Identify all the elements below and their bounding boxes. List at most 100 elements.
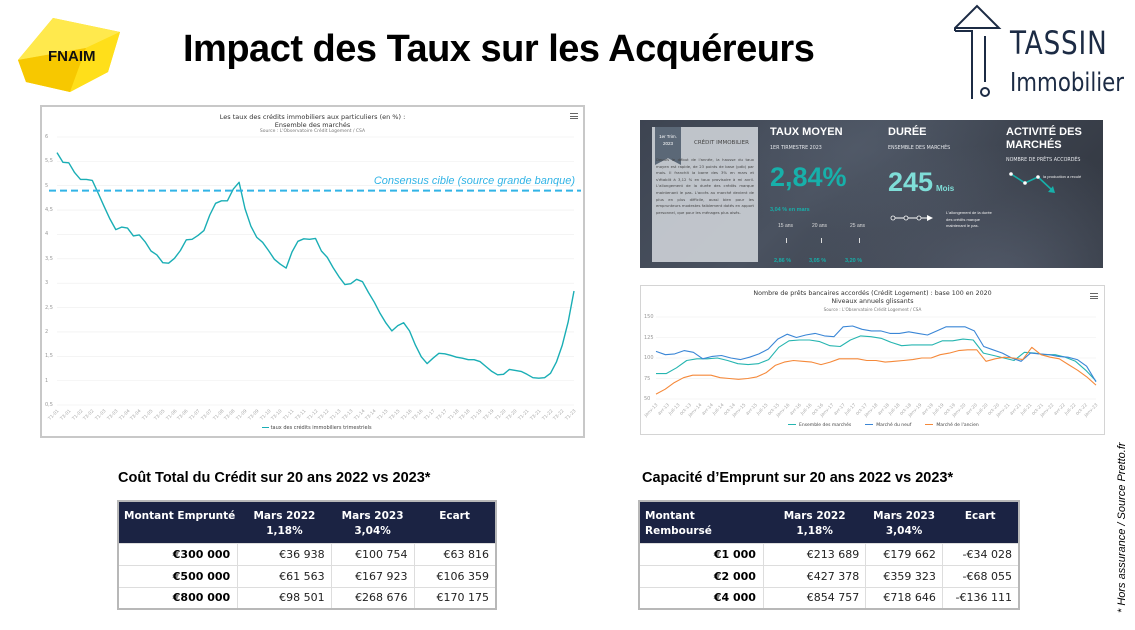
chart-menu-icon[interactable] [570,113,578,119]
table-row: €300 000 €36 938 €100 754 €63 816 [117,542,497,566]
page-title: Impact des Taux sur les Acquéreurs [183,28,815,70]
fnaim-logo: FNAIM [8,10,128,95]
capacity-table: Montant Remboursé Mars 2022 1,18% Mars 20… [638,500,1020,610]
term-divider [821,238,822,243]
tassin-logo: TASSIN Immobilier [950,2,1125,102]
chart-menu-icon[interactable] [1090,293,1098,299]
term-25-label: 25 ans [850,223,866,229]
legend-label: taux des crédits immobiliers trimestriel… [270,425,372,431]
table-row: €1 000 €213 689 €179 662 -€34 028 [638,542,1020,566]
column-header: Mars 2023 3,04% [331,501,415,543]
capacity-table-title: Capacité d’Emprunt sur 20 ans 2022 vs 20… [642,470,954,486]
loans-legend: Ensemble des marchés Marché du neuf Marché… [788,423,993,428]
term-20-rate: 3,05 % [809,258,827,264]
y-tick-label: 5 [45,182,49,189]
legend-swatch [865,423,874,426]
legend-item[interactable]: Ensemble des marchés [788,423,851,428]
average-rate-value: 2,84% [770,162,847,192]
column-header: Montant Remboursé [639,501,764,543]
column-header: Ecart [942,501,1019,543]
series-line [655,346,1097,395]
y-tick-label: 100 [644,355,654,361]
y-tick-label: 75 [644,375,651,382]
y-tick-label: 50 [644,396,651,402]
series-line [56,152,575,379]
consensus-annotation: Consensus cible (source grande banque) [373,175,575,187]
timeline-arrow-icon [890,215,933,221]
tassin-logo-subtitle: Immobilier [1010,68,1125,98]
y-tick-label: 1 [45,377,49,384]
term-divider [859,238,860,243]
march-rate: 3,04 % en mars [770,207,810,213]
column-header: Montant Emprunté [118,501,238,543]
table-row: €2 000 €427 378 €359 323 -€68 055 [638,564,1020,588]
footnote: * Hors assurance / Source Pretto.fr [1116,442,1128,613]
rates-chart-title: Les taux des crédits immobiliers aux par… [219,113,406,121]
rates-chart-source: Source : L'Observatoire Crédit Logement … [259,129,366,134]
rates-legend[interactable]: taux des crédits immobiliers trimestriel… [262,425,372,431]
duration-heading: DURÉE [888,126,927,138]
y-tick-label: 1,5 [45,353,53,360]
column-header: Mars 2023 3,04% [865,501,943,543]
loans-chart: Nombre de prêts bancaires accordés (Créd… [640,285,1105,435]
column-header: Ecart [414,501,496,543]
credit-infographic: 1er Trim. 2023 CRÉDIT IMMOBILIER Depuis … [640,120,1103,268]
legend-label: Marché de l'ancien [936,423,979,428]
series-line [656,335,1097,382]
y-tick-label: 2,5 [45,304,53,311]
y-tick-label: 125 [644,334,654,341]
legend-label: Marché du neuf [876,423,912,428]
activity-subheading: NOMBRE DE PRÊTS ACCORDÉS [1006,158,1081,163]
column-header: Mars 2022 1,18% [237,501,332,543]
loans-chart-source: Source : L'Observatoire Crédit Logement … [823,307,922,312]
table-row: €500 000 €61 563 €167 923 €106 359 [117,564,497,588]
y-tick-label: 4 [45,231,49,238]
table-row: €4 000 €854 757 €718 646 -€136 111 [638,586,1020,610]
term-15-rate: 2,86 % [774,258,792,264]
loans-chart-subtitle: Niveaux annuels glissants [831,298,914,305]
credit-info-card: 1er Trim. 2023 CRÉDIT IMMOBILIER Depuis … [652,127,758,262]
legend-swatch [262,426,269,429]
legend-item[interactable]: Marché du neuf [865,423,911,428]
rate-heading: TAUX MOYEN [770,126,843,138]
legend-item[interactable]: Marché de l'ancien [925,423,979,428]
duration-value: 245 [888,167,934,197]
duration-unit: Mois [936,184,955,193]
card-title: CRÉDIT IMMOBILIER [694,140,749,146]
house-key-icon [954,4,1002,99]
building-background-image [760,120,1103,268]
y-tick-label: 6 [45,134,49,140]
cost-table: Montant Emprunté Mars 2022 1,18% Mars 202… [117,500,497,610]
legend-swatch [925,423,934,426]
fnaim-logo-text: FNAIM [48,48,96,65]
duration-note: L'allongement de la durée des crédits ma… [946,210,992,228]
y-tick-label: 150 [644,314,654,320]
rates-plot [49,136,581,406]
duration-subheading: ENSEMBLE DES MARCHÉS [888,146,951,151]
table-row: €800 000 €98 501 €268 676 €170 175 [117,586,497,610]
rates-chart-subtitle: Ensemble des marchés [274,121,351,129]
tassin-logo-name: TASSIN [1010,24,1108,62]
rates-chart: Les taux des crédits immobiliers aux par… [40,105,585,438]
term-divider [786,238,787,243]
activity-note: la production a reculé [1043,174,1082,179]
y-tick-label: 3,5 [45,255,53,262]
activity-heading: ACTIVITÉ DES MARCHÉS [1006,126,1082,151]
y-tick-label: 4,5 [45,207,53,214]
card-body-text: Depuis le début de l'année, la hausse du… [656,157,754,215]
fnaim-cube-icon [18,18,120,92]
legend-swatch [788,423,796,426]
term-25-rate: 3,20 % [845,258,863,264]
term-20-label: 20 ans [812,223,828,229]
y-tick-label: 3 [45,280,49,287]
y-tick-label: 0,5 [45,402,53,408]
legend-label: Ensemble des marchés [799,423,852,428]
y-tick-label: 5,5 [45,158,53,165]
cost-table-title: Coût Total du Crédit sur 20 ans 2022 vs … [118,470,431,486]
rate-subheading: 1ER TIRMESTRE 2023 [770,146,822,151]
y-tick-label: 2 [45,328,49,335]
term-15-label: 15 ans [778,223,794,229]
declining-trend-icon [1009,172,1055,193]
column-header: Mars 2022 1,18% [763,501,866,543]
series-line [655,325,1097,383]
